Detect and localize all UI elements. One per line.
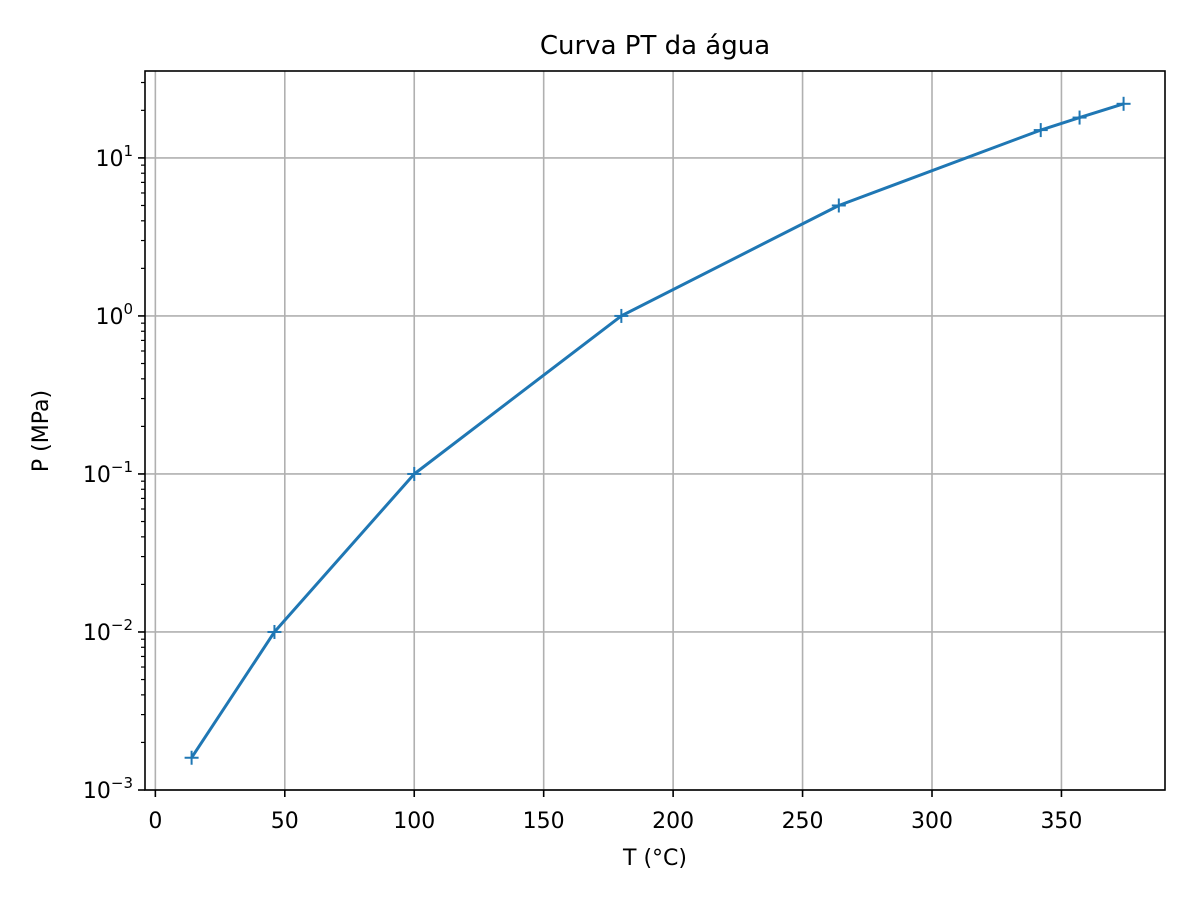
- data-series: [184, 96, 1131, 765]
- tick-labels: 0 50 100 150 200 250 300 350 10−3 10−2 10−1 100 101: [83, 142, 1083, 834]
- y-tick-label: 10−1: [83, 458, 133, 488]
- y-axis-label: P (MPa): [29, 390, 54, 472]
- x-tick-label: 150: [523, 809, 565, 834]
- y-tick-label: 100: [95, 300, 133, 330]
- x-tick-label: 0: [148, 809, 162, 834]
- data-point-marker: [1033, 123, 1048, 138]
- x-tick-label: 300: [911, 809, 953, 834]
- y-tick-label: 10−2: [83, 616, 133, 646]
- x-tick-label: 250: [782, 809, 824, 834]
- plot-frame: [144, 70, 1166, 791]
- y-tick-label: 10−3: [83, 774, 133, 804]
- data-point-marker: [407, 466, 422, 481]
- data-point-marker: [614, 308, 629, 323]
- x-tick-label: 50: [271, 809, 299, 834]
- axes: [138, 70, 1166, 797]
- x-tick-label: 350: [1040, 809, 1082, 834]
- grid: [145, 71, 1165, 791]
- chart-title: Curva PT da água: [540, 31, 770, 61]
- data-point-marker: [1072, 110, 1087, 125]
- data-point-marker: [831, 198, 846, 213]
- data-point-marker: [267, 624, 282, 639]
- series-line: [190, 102, 1125, 759]
- x-tick-label: 100: [393, 809, 435, 834]
- y-tick-label: 101: [95, 142, 133, 172]
- x-axis-label: T (°C): [622, 846, 687, 871]
- x-tick-label: 200: [652, 809, 694, 834]
- data-point-marker: [184, 750, 199, 765]
- data-point-marker: [1116, 96, 1131, 111]
